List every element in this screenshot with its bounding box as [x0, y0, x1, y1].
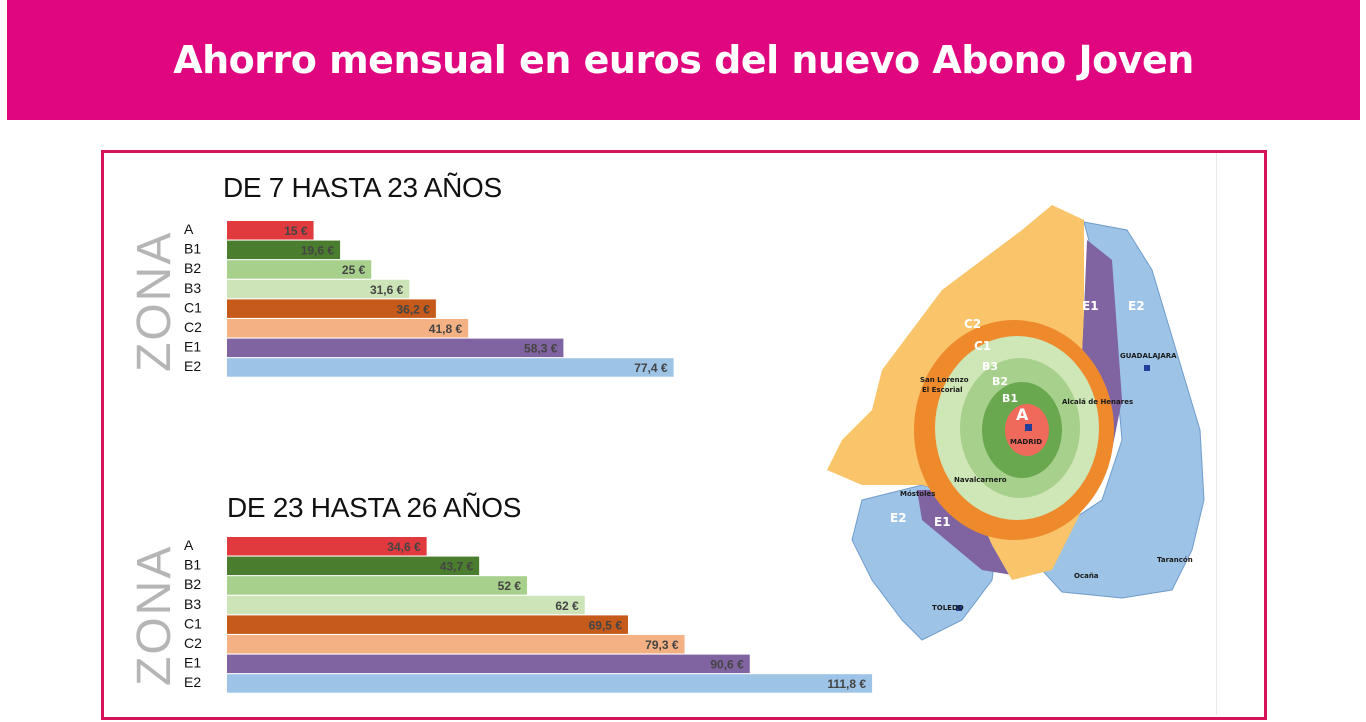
value-label-b1: 19,6 €	[301, 244, 335, 258]
map-label-E2-sw: E2	[890, 511, 907, 525]
category-label-c2: C2	[184, 635, 202, 651]
frame-divider	[1216, 153, 1217, 715]
category-label-e2: E2	[184, 674, 201, 690]
map-label-B2: B2	[992, 375, 1008, 388]
value-label-e2: 77,4 €	[634, 361, 668, 375]
page-title: Ahorro mensual en euros del nuevo Abono …	[173, 38, 1194, 82]
value-label-e1: 58,3 €	[524, 342, 558, 356]
category-label-c2: C2	[184, 319, 202, 335]
bar-c2	[227, 319, 469, 338]
map-city-guadalajara: GUADALAJARA	[1120, 352, 1177, 360]
value-label-a: 34,6 €	[387, 540, 421, 554]
bar-b1	[227, 556, 480, 576]
category-label-c1: C1	[184, 615, 202, 631]
bar-c2	[227, 635, 685, 654]
zone-map: A B1 B2 B3 C1 C2 E1 E2 E1 E2 MADRID GUAD…	[822, 200, 1210, 660]
map-label-E2-ne: E2	[1128, 299, 1145, 313]
value-label-c1: 36,2 €	[396, 302, 430, 316]
zona-axis-label-1: ZONA	[128, 230, 181, 372]
category-label-b2: B2	[184, 576, 201, 592]
value-label-b2: 25 €	[342, 263, 366, 277]
map-label-E1-sw: E1	[934, 515, 951, 529]
map-zone-E2	[1041, 221, 1205, 599]
category-label-a: A	[184, 537, 194, 553]
map-city-toledo: TOLEDO	[932, 604, 964, 612]
chart-title-1: DE 7 HASTA 23 AÑOS	[223, 172, 502, 203]
chart-title-2: DE 23 HASTA 26 AÑOS	[227, 492, 522, 523]
bar-e2	[227, 674, 873, 693]
bar-b2	[227, 260, 372, 279]
bar-b1	[227, 240, 341, 260]
value-label-b3: 62 €	[555, 599, 579, 613]
bar-chart-svg-1: A 15 € B1 19,6 € B2 25 € B3 31,6 € C1 36,2 € C2 41,…	[184, 221, 674, 377]
map-city-navalcarnero: Navalcarnero	[954, 476, 1007, 484]
madrid-zone-map: A B1 B2 B3 C1 C2 E1 E2 E1 E2 MADRID GUAD…	[827, 205, 1205, 641]
toledo-marker	[956, 605, 962, 611]
map-label-E1-ne: E1	[1082, 299, 1099, 313]
map-city-tarancon: Tarancón	[1157, 556, 1193, 564]
map-city-el-escorial: El Escorial	[922, 386, 963, 394]
bar-chart-svg-2: A 34,6 € B1 43,7 € B2 52 € B3 62 € C1 69,5 € C2 79,…	[184, 537, 873, 693]
bar-chart-23-26: A 34,6 € B1 43,7 € B2 52 € B3 62 € C1 69,5 € C2 79,…	[180, 536, 920, 696]
category-label-e2: E2	[184, 358, 201, 374]
value-label-c2: 41,8 €	[429, 322, 463, 336]
bar-b2	[227, 576, 528, 595]
value-label-b1: 43,7 €	[440, 560, 474, 574]
category-label-b3: B3	[184, 596, 201, 612]
map-label-B1: B1	[1002, 392, 1018, 405]
category-label-c1: C1	[184, 299, 202, 315]
map-city-ocana: Ocaña	[1074, 572, 1099, 580]
value-label-b2: 52 €	[498, 579, 522, 593]
madrid-marker	[1025, 424, 1032, 431]
guadalajara-marker	[1144, 365, 1150, 371]
bar-chart-7-23: A 15 € B1 19,6 € B2 25 € B3 31,6 € C1 36,2 € C2 41,…	[180, 220, 880, 380]
category-label-e1: E1	[184, 339, 201, 355]
value-label-e1: 90,6 €	[710, 658, 744, 672]
bar-e2	[227, 358, 674, 377]
map-city-mostoles: Móstoles	[900, 490, 935, 498]
value-label-a: 15 €	[284, 224, 308, 238]
map-label-B3: B3	[982, 360, 998, 373]
map-city-san-lorenzo: San Lorenzo	[920, 376, 969, 384]
bar-e1	[227, 654, 750, 674]
map-city-madrid: MADRID	[1010, 438, 1042, 446]
category-label-a: A	[184, 221, 194, 237]
bar-e1	[227, 338, 564, 358]
map-label-C2: C2	[964, 317, 981, 331]
map-label-C1: C1	[974, 339, 991, 353]
bar-a	[227, 537, 427, 556]
value-label-c1: 69,5 €	[589, 618, 623, 632]
category-label-b2: B2	[184, 260, 201, 276]
zona-axis-label-2: ZONA	[128, 544, 181, 686]
value-label-b3: 31,6 €	[370, 283, 404, 297]
bar-c1	[227, 299, 436, 318]
value-label-e2: 111,8 €	[827, 677, 866, 691]
bar-a	[227, 221, 314, 240]
value-label-c2: 79,3 €	[645, 638, 679, 652]
category-label-b1: B1	[184, 241, 201, 257]
category-label-b1: B1	[184, 557, 201, 573]
category-label-b3: B3	[184, 280, 201, 296]
header-banner: Ahorro mensual en euros del nuevo Abono …	[7, 0, 1360, 120]
bar-c1	[227, 615, 629, 634]
category-label-e1: E1	[184, 655, 201, 671]
map-label-A: A	[1016, 405, 1029, 424]
bar-b3	[227, 279, 410, 299]
bar-b3	[227, 595, 585, 615]
content-frame	[101, 150, 1267, 720]
map-city-alcala: Alcalá de Henares	[1062, 398, 1133, 406]
